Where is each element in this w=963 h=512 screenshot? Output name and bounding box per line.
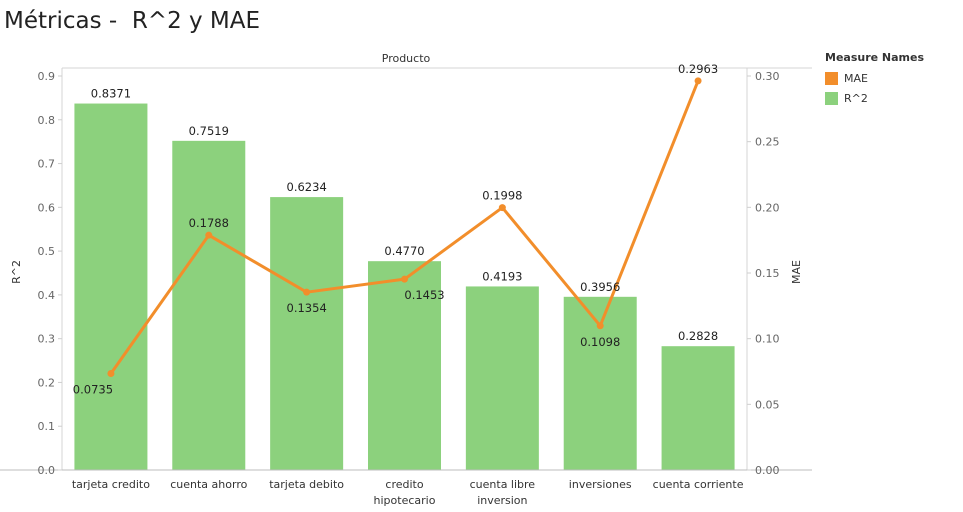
- y-left-tick-label-1: 0.1: [38, 420, 56, 433]
- bar-label-r2-3: 0.4770: [384, 244, 424, 258]
- point-mae-0[interactable]: [107, 369, 115, 377]
- y-right-tick-label-3: 0.15: [755, 267, 780, 280]
- bar-label-r2-5: 0.3956: [580, 280, 620, 294]
- bar-label-r2-4: 0.4193: [482, 269, 522, 283]
- bar-label-r2-2: 0.6234: [287, 180, 327, 194]
- category-label-5-0: inversiones: [569, 478, 632, 491]
- bar-r2-6[interactable]: [661, 346, 735, 470]
- y-left-tick-label-7: 0.7: [38, 158, 56, 171]
- y-left-tick-label-6: 0.6: [38, 201, 56, 214]
- point-label-mae-6: 0.2963: [678, 62, 718, 76]
- column-header: Producto: [382, 52, 431, 65]
- bar-label-r2-0: 0.8371: [91, 87, 131, 101]
- point-mae-2[interactable]: [303, 288, 311, 296]
- legend-item-r2[interactable]: R^2: [825, 88, 924, 108]
- bar-r2-1[interactable]: [172, 140, 246, 470]
- category-label-2-0: tarjeta debito: [269, 478, 344, 491]
- y-left-tick-label-5: 0.5: [38, 245, 56, 258]
- point-mae-6[interactable]: [694, 77, 702, 85]
- bar-r2-0[interactable]: [74, 103, 148, 470]
- y-left-tick-label-8: 0.8: [38, 114, 56, 127]
- y-axis-right-title: MAE: [790, 260, 803, 284]
- category-label-3-1: hipotecario: [374, 494, 436, 507]
- point-label-mae-5: 0.1098: [580, 335, 620, 349]
- header-band: Producto: [62, 52, 812, 69]
- y-right-tick-label-2: 0.10: [755, 333, 780, 346]
- y-left-tick-label-3: 0.3: [38, 333, 56, 346]
- point-mae-4[interactable]: [498, 204, 506, 212]
- line-layer: [107, 77, 702, 377]
- axes-layer: 0.0 0.1 0.2 0.3 0.4 0.5 0.6 0.7 0.8 0.9 0.00 0.05 0.…: [0, 68, 812, 507]
- legend-label-r2: R^2: [844, 91, 868, 105]
- y-left-tick-label-9: 0.9: [38, 70, 56, 83]
- y-axis-left-title: R^2: [10, 260, 23, 284]
- point-label-mae-0: 0.0735: [73, 382, 113, 396]
- bar-label-r2-1: 0.7519: [189, 124, 229, 138]
- point-mae-1[interactable]: [205, 231, 213, 239]
- legend-title: Measure Names: [825, 51, 925, 64]
- bar-r2-2[interactable]: [270, 197, 344, 470]
- y-left-tick-label-2: 0.2: [38, 376, 56, 389]
- point-label-mae-2: 0.1354: [287, 301, 327, 315]
- bar-r2-4[interactable]: [465, 286, 539, 470]
- legend-swatch-mae: [825, 71, 838, 85]
- y-left-tick-label-0: 0.0: [38, 464, 56, 477]
- chart-title: Métricas - R^2 y MAE: [4, 8, 261, 34]
- category-label-3-0: credito: [385, 478, 423, 491]
- y-right-tick-label-6: 0.30: [755, 70, 780, 83]
- category-label-0-0: tarjeta credito: [72, 478, 150, 491]
- legend: Measure Names MAE R^2: [825, 51, 924, 108]
- legend-label-mae: MAE: [844, 71, 868, 85]
- legend-item-mae[interactable]: MAE: [825, 68, 924, 88]
- y-left-tick-label-4: 0.4: [38, 289, 56, 302]
- category-label-4-0: cuenta libre: [470, 478, 536, 491]
- category-label-6-0: cuenta corriente: [653, 478, 744, 491]
- point-mae-3[interactable]: [401, 275, 408, 283]
- bar-r2-3[interactable]: [368, 261, 441, 470]
- bars-layer: [74, 103, 735, 470]
- category-label-1-0: cuenta ahorro: [170, 478, 247, 491]
- y-right-tick-label-0: 0.00: [755, 464, 780, 477]
- category-label-4-1: inversion: [477, 494, 527, 507]
- legend-swatch-r2: [825, 91, 838, 105]
- data-labels-layer: 0.8371 0.7519 0.6234 0.4770 0.4193 0.3956 0.28…: [73, 62, 718, 397]
- point-label-mae-4: 0.1998: [482, 189, 522, 203]
- bar-label-r2-6: 0.2828: [678, 329, 718, 343]
- y-right-tick-label-5: 0.25: [755, 136, 780, 149]
- point-label-mae-3: 0.1453: [404, 288, 444, 302]
- y-right-tick-label-1: 0.05: [755, 398, 780, 411]
- point-mae-5[interactable]: [596, 322, 604, 330]
- y-right-tick-label-4: 0.20: [755, 201, 780, 214]
- point-label-mae-1: 0.1788: [189, 216, 229, 230]
